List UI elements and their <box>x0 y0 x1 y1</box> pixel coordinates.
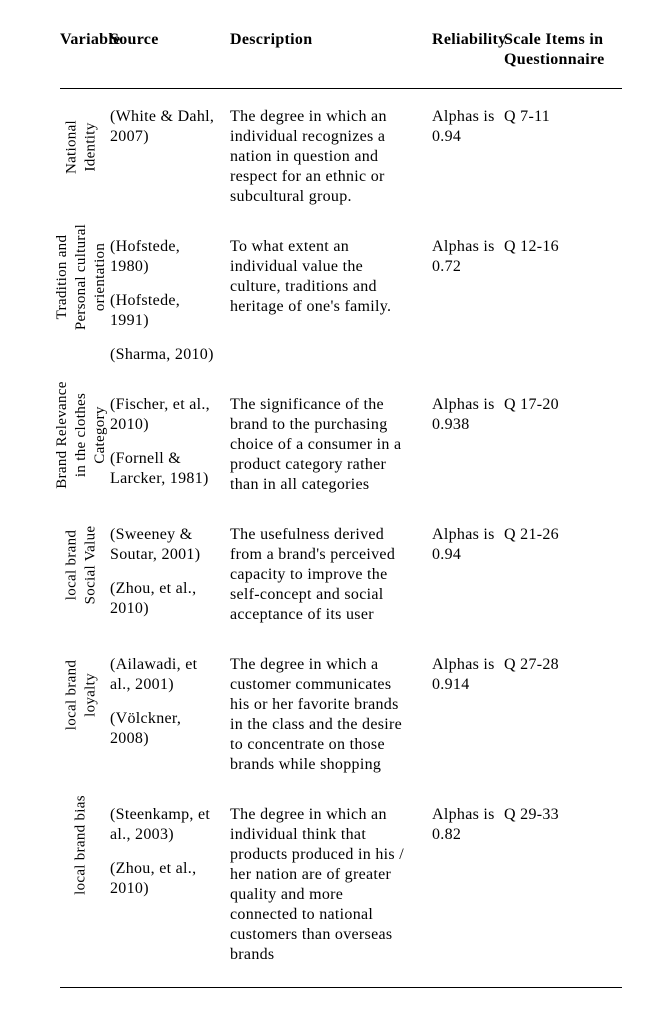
source-citation: (White & Dahl, 2007) <box>110 107 222 147</box>
source-citation: (Sharma, 2010) <box>110 345 222 365</box>
description-cell: The usefulness derived from a brand's pe… <box>230 511 432 641</box>
table-row: NationalIdentity (White & Dahl, 2007)The … <box>60 89 622 224</box>
source-citation: (Hofstede, 1991) <box>110 291 222 331</box>
variable-cell: NationalIdentity <box>60 89 110 224</box>
source-citation: (Zhou, et al., 2010) <box>110 579 222 619</box>
description-cell: The significance of the brand to the pur… <box>230 381 432 511</box>
col-header-description: Description <box>230 28 432 89</box>
reliability-cell: Alphas is 0.72 <box>432 223 504 381</box>
scale-items-cell: Q 17-20 <box>504 381 622 511</box>
table-row: Tradition andPersonal culturalorientatio… <box>60 223 622 381</box>
reliability-cell: Alphas is 0.94 <box>432 89 504 224</box>
col-header-source: Source <box>110 28 230 89</box>
table-row: local brand bias(Steenkamp, et al., 2003… <box>60 791 622 988</box>
scale-items-cell: Q 7-11 <box>504 89 622 224</box>
variable-cell: Brand Relevancein the clothesCategory <box>60 381 110 511</box>
variable-name: local brand bias <box>72 760 91 930</box>
table-header-row: Variable Source Description Reliability … <box>60 28 622 89</box>
source-citation: (Zhou, et al., 2010) <box>110 859 222 899</box>
scale-items-cell: Q 21-26 <box>504 511 622 641</box>
source-cell: (Steenkamp, et al., 2003) (Zhou, et al., … <box>110 791 230 988</box>
variables-table: Variable Source Description Reliability … <box>60 28 622 988</box>
source-citation: (Fornell & Larcker, 1981) <box>110 449 222 489</box>
reliability-cell: Alphas is 0.82 <box>432 791 504 988</box>
source-citation: (Sweeney & Soutar, 2001) <box>110 525 222 565</box>
description-cell: The degree in which a customer communica… <box>230 641 432 791</box>
table-row: local brandloyalty(Ailawadi, et al., 200… <box>60 641 622 791</box>
source-cell: (Hofstede, 1980) (Hofstede, 1991) (Sharma,… <box>110 223 230 381</box>
source-cell: (Sweeney & Soutar, 2001) (Zhou, et al., 2… <box>110 511 230 641</box>
table-row: local brandSocial Value(Sweeney & Soutar… <box>60 511 622 641</box>
col-header-items: Scale Items in Questionnaire <box>504 28 622 89</box>
variable-name: Tradition andPersonal culturalorientatio… <box>53 207 109 347</box>
variable-cell: local brand bias <box>60 791 110 988</box>
variable-cell: local brandSocial Value <box>60 511 110 641</box>
col-header-variable: Variable <box>60 28 110 89</box>
variable-name: local brandloyalty <box>62 625 100 765</box>
scale-items-cell: Q 27-28 <box>504 641 622 791</box>
variable-cell: Tradition andPersonal culturalorientatio… <box>60 223 110 381</box>
source-cell: (Ailawadi, et al., 2001) (Völckner, 2008) <box>110 641 230 791</box>
source-citation: (Fischer, et al., 2010) <box>110 395 222 435</box>
scale-items-cell: Q 29-33 <box>504 791 622 988</box>
reliability-cell: Alphas is 0.914 <box>432 641 504 791</box>
source-citation: (Ailawadi, et al., 2001) <box>110 655 222 695</box>
reliability-cell: Alphas is 0.94 <box>432 511 504 641</box>
description-cell: The degree in which an individual recogn… <box>230 89 432 224</box>
scale-items-cell: Q 12-16 <box>504 223 622 381</box>
source-citation: (Hofstede, 1980) <box>110 237 222 277</box>
variable-name: NationalIdentity <box>62 97 100 197</box>
source-cell: (Fischer, et al., 2010) (Fornell & Larcke… <box>110 381 230 511</box>
col-header-reliability: Reliability <box>432 28 504 89</box>
table-row: Brand Relevancein the clothesCategory(Fi… <box>60 381 622 511</box>
source-citation: (Steenkamp, et al., 2003) <box>110 805 222 845</box>
reliability-cell: Alphas is 0.938 <box>432 381 504 511</box>
description-cell: To what extent an individual value the c… <box>230 223 432 381</box>
source-cell: (White & Dahl, 2007) <box>110 89 230 224</box>
description-cell: The degree in which an individual think … <box>230 791 432 988</box>
source-citation: (Völckner, 2008) <box>110 709 222 749</box>
variable-name: local brandSocial Value <box>62 505 100 625</box>
variable-name: Brand Relevancein the clothesCategory <box>53 370 109 500</box>
